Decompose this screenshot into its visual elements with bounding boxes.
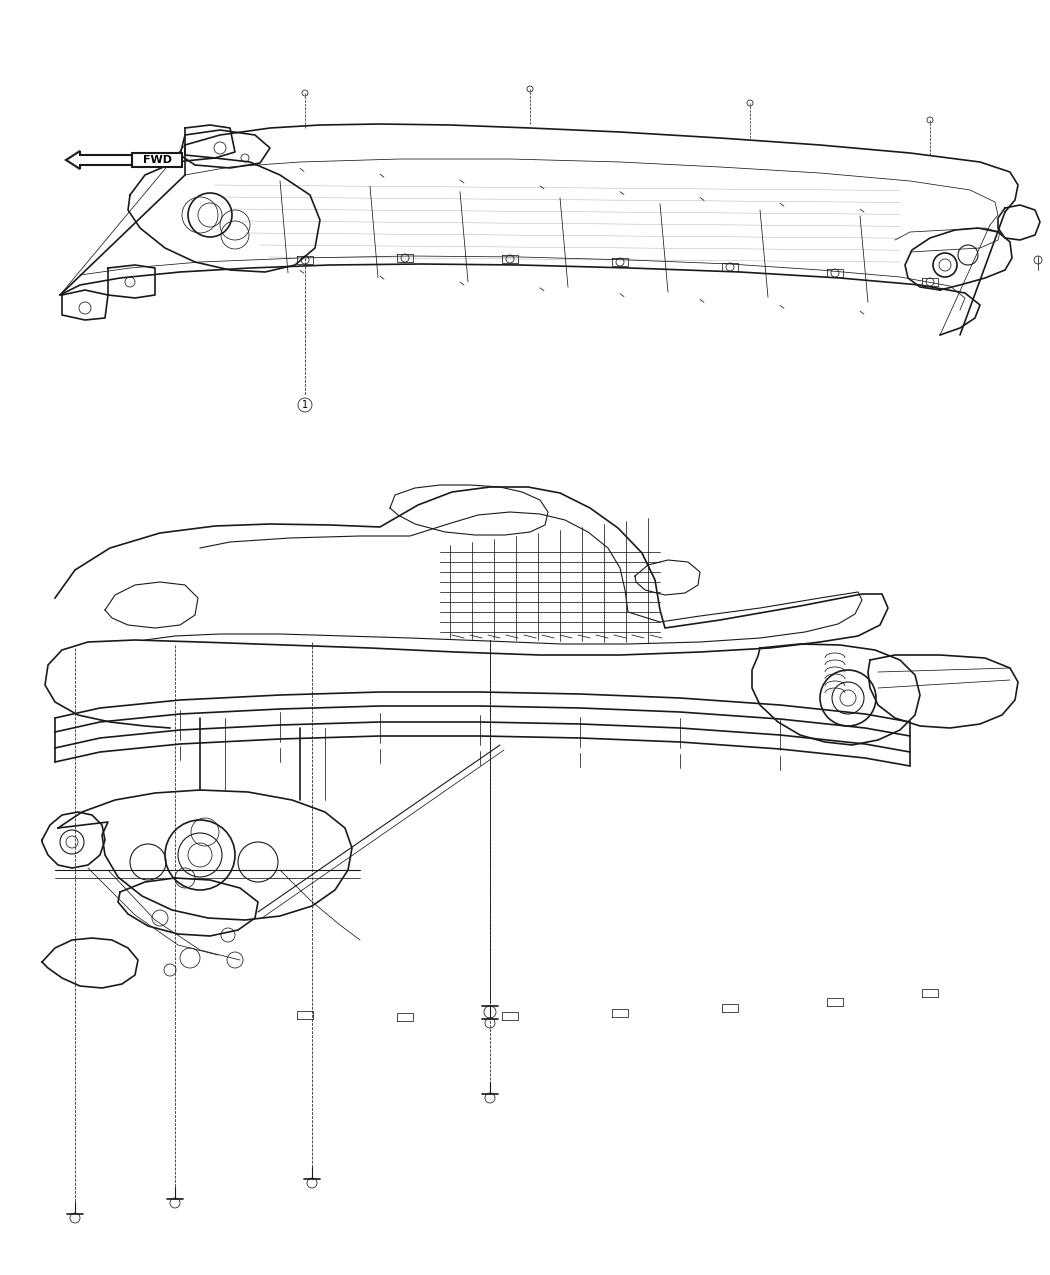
FancyArrow shape	[66, 150, 132, 170]
FancyBboxPatch shape	[132, 153, 182, 167]
Text: FWD: FWD	[143, 156, 171, 164]
Text: 1: 1	[302, 400, 308, 411]
